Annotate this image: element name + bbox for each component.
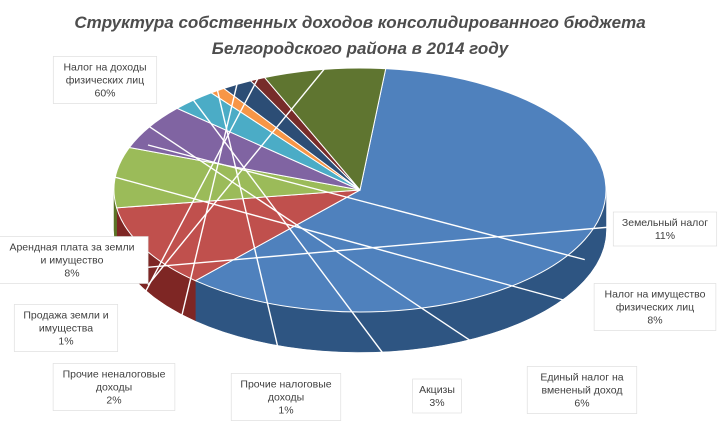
slice-label-box-5 <box>230 373 342 421</box>
slice-label-2: Налог на имущество физических лиц 8% <box>605 289 706 327</box>
slice-label-7: Продажа земли и имущества 1% <box>23 310 108 348</box>
slice-labels: Налог на доходы физических лиц 60% Земельны… <box>0 56 718 421</box>
slice-label-box-2 <box>593 283 717 331</box>
leader-line-5 <box>216 90 287 383</box>
leader-line-4 <box>192 99 413 393</box>
slice-label-box-0 <box>52 56 158 104</box>
slice-label-5: Прочие налоговые доходы 1% <box>240 379 331 417</box>
slice-label-6: Прочие неналоговые доходы 2% <box>63 369 166 407</box>
leader-line-7 <box>119 78 259 341</box>
slice-label-box-4 <box>412 378 462 414</box>
leader-line-2 <box>115 176 601 311</box>
slice-label-3: Единый налог на вмененый доход 6% <box>540 372 623 410</box>
pie-slice-0 <box>194 68 607 313</box>
chart-title: Структура собственных доходов консолидир… <box>0 10 720 62</box>
slice-label-box-8 <box>0 236 149 284</box>
slice-label-box-6 <box>52 363 176 411</box>
slice-label-8: Арендная плата за земли и имущество 8% <box>9 242 134 280</box>
slice-label-4: Акцизы 3% <box>419 384 455 409</box>
chart-title-line-2: Белгородского района в 2014 году <box>211 39 509 58</box>
slice-label-box-3 <box>526 366 638 414</box>
leader-line-8 <box>147 68 325 286</box>
pie-slices <box>113 67 607 313</box>
leader-line-6 <box>165 84 238 383</box>
slice-label-1: Земельный налог 11% <box>622 217 708 242</box>
slice-label-box-7 <box>13 304 119 352</box>
chart-title-line-1: Структура собственных доходов консолидир… <box>74 13 646 32</box>
leader-line-3 <box>149 126 541 388</box>
slice-label-box-1 <box>612 211 718 247</box>
leader-lines <box>115 68 623 393</box>
slice-label-0: Налог на доходы физических лиц 60% <box>63 62 146 100</box>
leader-line-0 <box>147 144 585 261</box>
leader-line-1 <box>143 225 623 269</box>
